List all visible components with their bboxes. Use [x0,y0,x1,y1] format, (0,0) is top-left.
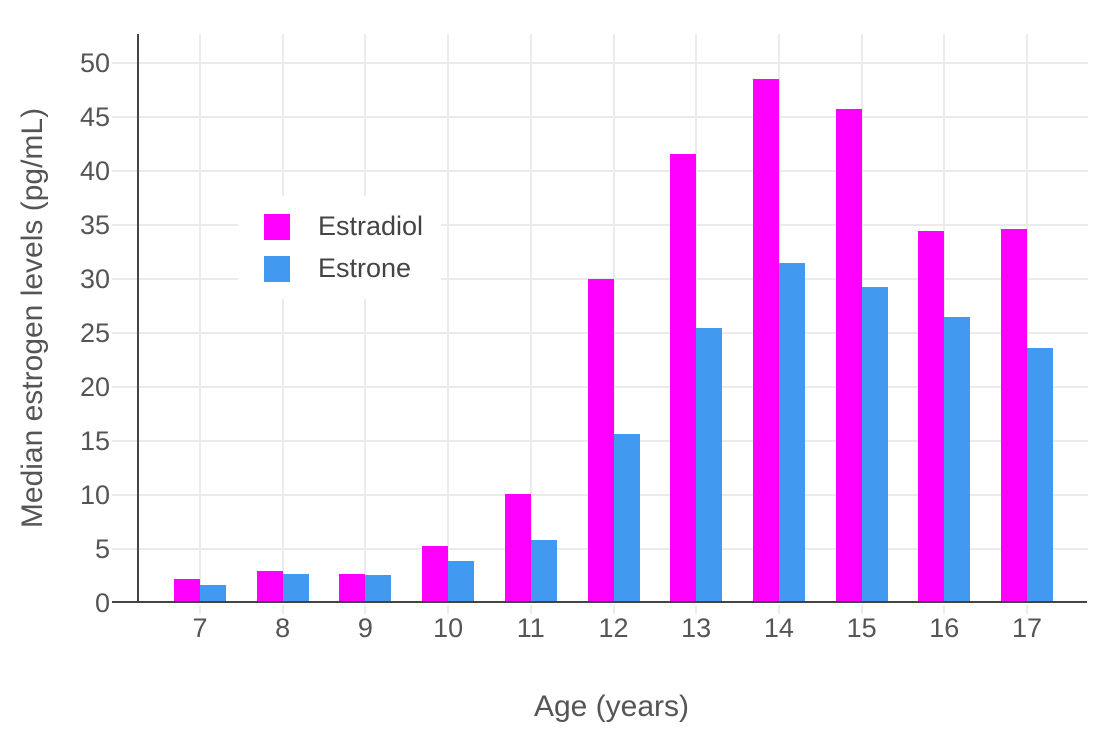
y-tick [112,224,137,227]
y-tick [112,116,137,119]
bar-estradiol-age-11[interactable] [504,493,531,603]
x-tick-label: 16 [929,613,960,643]
bar-estrone-age-16[interactable] [944,316,971,603]
bar-estrone-age-13[interactable] [696,327,723,603]
x-tick [695,605,698,614]
y-tick [112,278,137,281]
x-tick [943,605,946,614]
x-tick-label: 7 [192,613,208,643]
legend-label-estrone: Estrone [318,252,412,283]
x-tick-label: 10 [433,613,464,643]
x-tick-label: 9 [357,613,373,643]
bar-estrone-age-7[interactable] [200,584,226,603]
y-tick-labels: 0 5 10 15 20 25 30 35 40 45 50 [0,34,110,618]
y-tick [112,170,137,173]
x-tick [860,605,863,614]
x-tick-label: 8 [275,613,291,643]
bar-estrone-age-15[interactable] [861,286,888,603]
y-tick-label: 15 [79,426,110,457]
x-gridline [364,34,367,603]
x-gridline [199,34,201,603]
x-tick-label: 15 [846,613,877,643]
bar-estrone-age-12[interactable] [613,433,640,603]
x-tick-label: 14 [763,613,794,643]
bar-estrone-age-11[interactable] [530,540,557,603]
x-tick-label: 11 [516,613,545,643]
x-tick [281,605,284,614]
y-tick [112,494,137,497]
bar-estradiol-age-15[interactable] [835,108,862,603]
x-tick [529,605,532,614]
y-tick-label: 30 [79,264,110,295]
x-tick [447,605,450,614]
x-gridline [695,34,698,603]
y-tick [112,440,137,443]
y-tick-label: 40 [79,156,110,187]
y-tick-label: 5 [94,534,110,564]
x-gridline [1026,34,1028,603]
legend-item-estradiol[interactable]: Estradiol [264,211,424,242]
x-tick-label: 17 [1011,613,1043,643]
y-tick-label: 35 [79,210,110,241]
bar-estradiol-age-9[interactable] [339,573,366,603]
x-axis-line [112,601,1087,603]
x-tick [777,605,780,614]
legend-item-estrone[interactable]: Estrone [264,252,423,284]
bar-estradiol-age-12[interactable] [587,279,614,603]
y-tick-label: 20 [79,372,110,403]
x-gridline [529,34,532,603]
y-tick-label: 45 [79,102,110,133]
bar-estradiol-age-13[interactable] [670,153,697,603]
x-gridline [612,34,615,603]
bar-estrone-age-10[interactable] [448,560,475,603]
estrone-swatch-icon [264,255,290,282]
bar-estradiol-age-10[interactable] [422,545,449,603]
y-tick-label: 0 [94,588,110,618]
x-tick [612,605,615,614]
y-tick [112,386,137,389]
y-tick [112,548,137,551]
bar-estradiol-age-14[interactable] [752,79,779,603]
y-tick [112,332,137,335]
legend-label-estradiol: Estradiol [318,211,424,241]
bar-estradiol-age-16[interactable] [918,230,945,603]
bar-estrone-age-17[interactable] [1027,348,1053,603]
y-tick-label: 25 [79,318,110,349]
y-tick [112,62,137,65]
y-tick-label: 50 [79,48,110,79]
bar-estrone-age-8[interactable] [282,573,309,603]
y-tick-label: 10 [79,480,110,511]
x-tick-label: 12 [598,613,629,643]
bar-estradiol-age-7[interactable] [174,579,200,603]
bar-estradiol-age-17[interactable] [1001,229,1027,603]
x-gridline [447,34,450,603]
x-axis-title: Age (years) [533,690,690,723]
plot-area: 7 8 9 10 11 12 13 14 15 16 17 [112,34,1088,643]
legend: Estradiol Estrone [238,196,442,300]
bar-estrone-age-14[interactable] [778,262,805,603]
bar-estradiol-age-8[interactable] [256,570,283,603]
x-tick-label: 13 [681,613,712,643]
estradiol-swatch-icon [264,213,290,240]
x-tick [1026,605,1028,614]
bar-estrone-age-9[interactable] [365,574,392,603]
x-gridline [281,34,284,603]
x-tick [199,605,201,614]
x-tick [364,605,367,614]
